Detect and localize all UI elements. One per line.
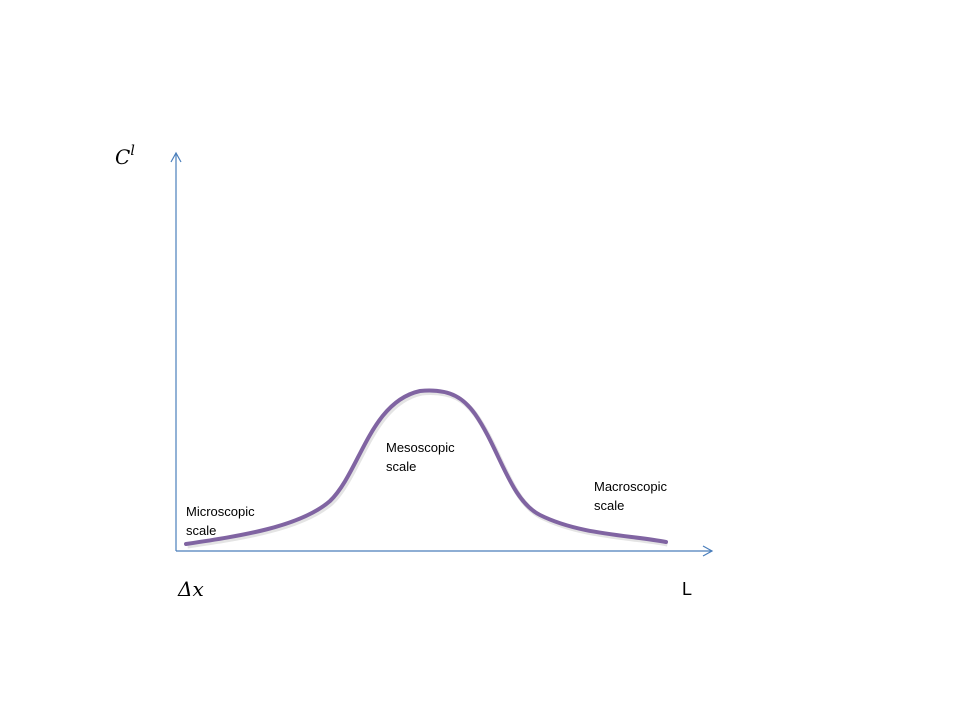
y-axis-label: Cl xyxy=(115,143,135,169)
label-line: scale xyxy=(386,459,416,474)
x-start-label: Δx xyxy=(177,577,204,601)
y-label-superscript: l xyxy=(130,143,134,159)
label-line: Mesoscopic xyxy=(386,440,455,455)
curve xyxy=(184,388,668,546)
label-line: scale xyxy=(594,498,624,513)
y-label-base: C xyxy=(115,145,130,169)
label-line: scale xyxy=(186,523,216,538)
x-end-label: L xyxy=(682,579,692,599)
region-label: Microscopic scale xyxy=(186,504,255,538)
region-label: Macroscopic scale xyxy=(594,479,667,513)
label-line: Macroscopic xyxy=(594,479,667,494)
label-line: Microscopic xyxy=(186,504,255,519)
region-label: Mesoscopic scale xyxy=(386,440,455,474)
